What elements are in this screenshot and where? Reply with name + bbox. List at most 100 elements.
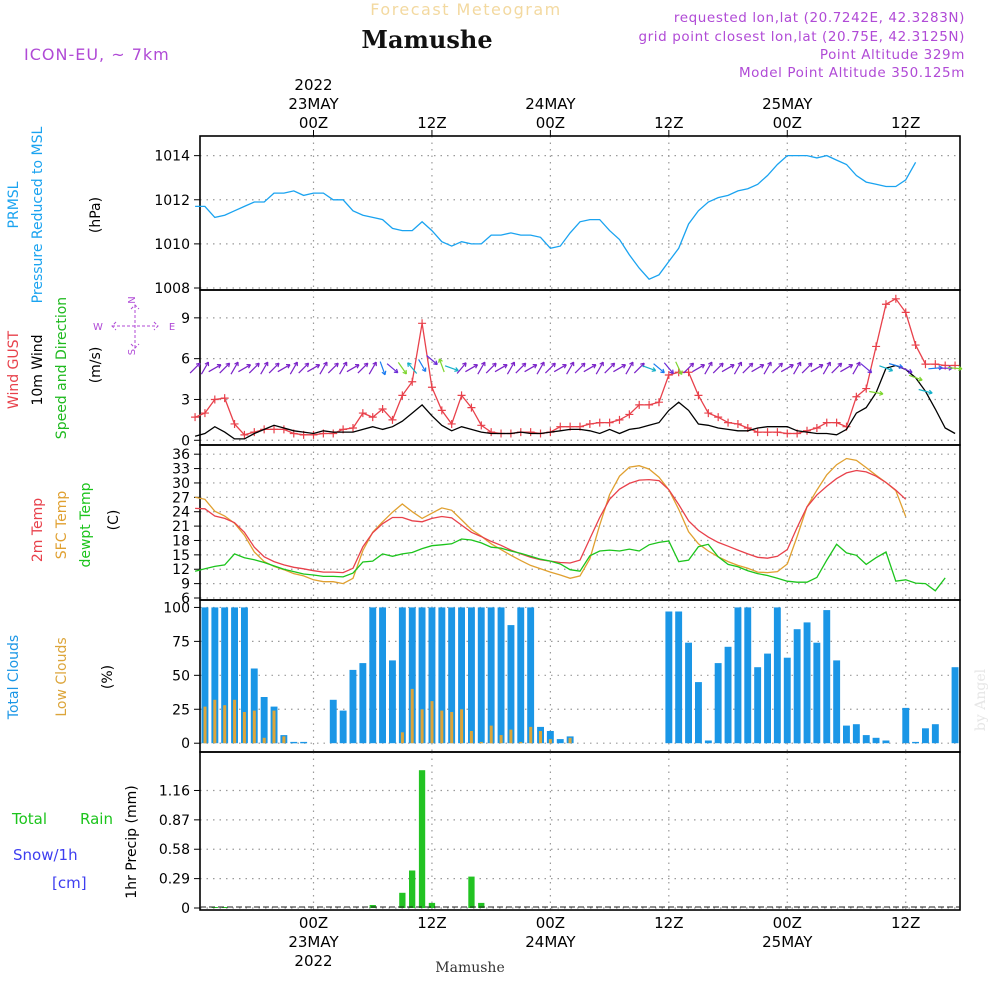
- y-tick-label: 0.87: [159, 813, 190, 829]
- wind-arrowhead: [372, 361, 377, 367]
- gust-marker: [388, 415, 397, 424]
- wind-arrowhead: [438, 358, 443, 363]
- gust-marker: [714, 413, 723, 422]
- low-cloud-bar: [400, 732, 404, 744]
- wind-line: [194, 364, 956, 440]
- model-label: ICON-EU, ~ 7km: [24, 45, 170, 64]
- y-tick-label: 1.16: [159, 783, 190, 799]
- wind-arrowhead: [730, 364, 735, 369]
- bottom-time-label: 00Z: [536, 914, 565, 932]
- total-cloud-bar: [714, 663, 722, 744]
- total-cloud-bar: [428, 607, 436, 744]
- wind-direction-arrow: [219, 362, 231, 374]
- wind-direction-arrow: [613, 364, 626, 373]
- bottom-time-label: 23MAY: [288, 933, 339, 951]
- gust-marker: [378, 404, 387, 413]
- wind-direction-arrow: [852, 361, 861, 375]
- wind-direction-arrow: [692, 364, 705, 373]
- gust-marker: [329, 429, 338, 438]
- temp-sfc-label: SFC Temp: [54, 491, 70, 560]
- total-cloud-bar: [250, 668, 258, 744]
- wind-arrowhead: [789, 364, 794, 369]
- wind-arrowhead: [195, 362, 201, 368]
- wind-arrowhead: [599, 361, 604, 367]
- wind-direction-arrow: [418, 359, 427, 372]
- wind-direction-arrow: [339, 361, 348, 375]
- wind-direction-arrow: [583, 364, 597, 373]
- total-cloud-bar: [764, 653, 771, 744]
- total-cloud-bar: [221, 607, 229, 744]
- wind-direction-arrow: [780, 364, 794, 373]
- total-cloud-bar: [852, 724, 860, 744]
- wind-arrowhead: [540, 361, 545, 367]
- wind-direction-arrow: [346, 364, 360, 373]
- y-tick-label: 0: [181, 736, 190, 752]
- low-cloud-bar: [430, 701, 434, 744]
- wind-direction-arrow: [869, 390, 884, 395]
- wind-direction-arrow: [407, 362, 418, 374]
- wind-arrowhead: [492, 362, 497, 368]
- compass-rose: N S W E: [93, 296, 175, 355]
- y-tick-label: 1014: [154, 149, 190, 165]
- gust-marker: [654, 398, 663, 407]
- low-cloud-bar: [252, 710, 256, 744]
- wind-arrowhead: [503, 364, 508, 369]
- wind-arrowhead: [748, 362, 754, 368]
- total-cloud-bar: [241, 607, 248, 744]
- wind-arrowhead: [551, 362, 556, 368]
- wind-arrowhead: [293, 361, 298, 367]
- y-tick-label: 6: [181, 591, 190, 607]
- gust-marker: [901, 308, 910, 317]
- wind-direction-arrow: [289, 361, 298, 375]
- total-cloud-bar: [389, 660, 396, 744]
- total-cloud-bar: [379, 607, 386, 744]
- total-cloud-bar: [951, 667, 959, 744]
- bottom-time-label: 00Z: [773, 914, 802, 932]
- wind-direction-arrow: [801, 362, 813, 374]
- top-time-label: 24MAY: [525, 95, 576, 113]
- y-tick-label: 18: [172, 533, 190, 549]
- wind-arrowhead: [323, 361, 328, 367]
- total-cloud-bar: [704, 740, 712, 744]
- wind-direction-arrow: [268, 362, 280, 374]
- wind-direction-arrow: [494, 364, 508, 373]
- wind-arrowhead: [304, 362, 310, 368]
- wind-direction-arrow: [200, 361, 209, 375]
- total-cloud-bar: [349, 669, 357, 744]
- wind-arrowhead: [928, 389, 933, 395]
- bottom-time-label: 12Z: [417, 914, 446, 932]
- total-cloud-bar: [685, 642, 692, 744]
- total-cloud-bar: [231, 607, 238, 744]
- wind-arrowhead: [562, 364, 567, 369]
- wind-arrowhead: [363, 362, 369, 368]
- y-tick-label: 9: [181, 577, 190, 593]
- bottom-time-label: 24MAY: [525, 933, 576, 951]
- wind-arrowhead: [826, 361, 831, 367]
- bottom-time-label: 12Z: [891, 914, 920, 932]
- gust-marker: [911, 341, 920, 350]
- wind-direction-arrow: [506, 361, 515, 375]
- wind-direction-arrow: [908, 374, 923, 381]
- y-tick-label: 36: [172, 447, 190, 463]
- wind-direction-arrow: [553, 364, 567, 373]
- gust-marker: [210, 395, 219, 404]
- wind-direction-arrow: [675, 361, 683, 375]
- gust-marker: [477, 421, 486, 430]
- low-cloud-bar: [499, 735, 503, 744]
- y-tick-label: 0: [181, 901, 190, 917]
- total-cloud-bar: [773, 607, 781, 744]
- top-time-label: 12Z: [654, 114, 683, 132]
- rain-bar: [418, 770, 426, 908]
- wind-direction-arrow: [683, 362, 694, 374]
- wind-arrowhead: [255, 362, 260, 368]
- pressure-reduced-label: Pressure Reduced to MSL: [30, 126, 46, 303]
- wind-direction-arrow: [524, 364, 538, 373]
- rain-label: Rain: [80, 810, 113, 828]
- wind-arrowhead: [216, 364, 222, 369]
- footer-location: Mamushe: [435, 960, 504, 976]
- wind-direction-arrow: [751, 364, 765, 373]
- wind-arrowhead: [274, 362, 280, 368]
- total-cloud-bar: [724, 646, 732, 744]
- total-cloud-bar: [931, 724, 939, 744]
